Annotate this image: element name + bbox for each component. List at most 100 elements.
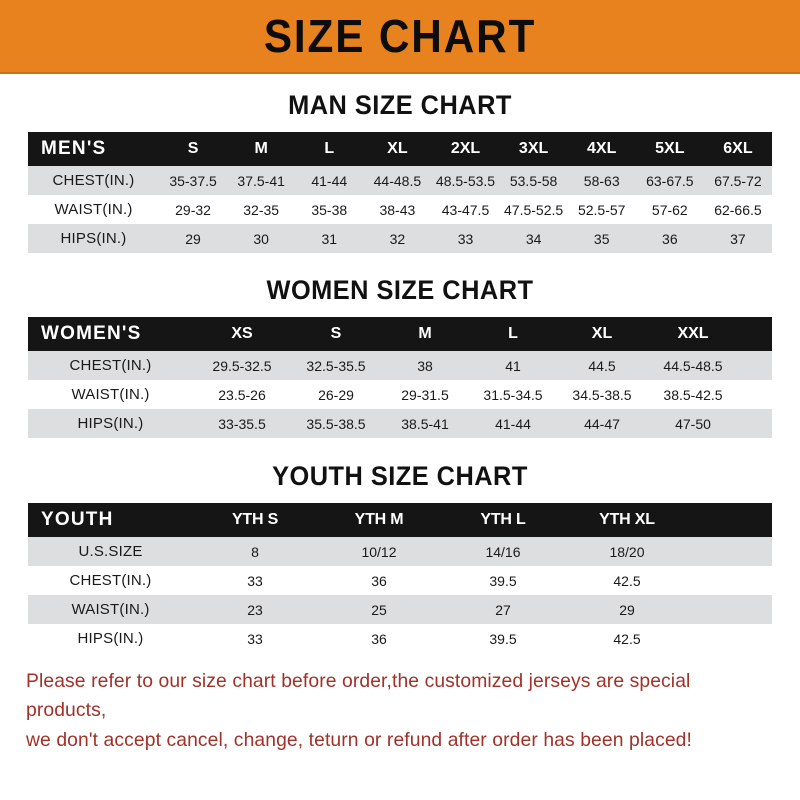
women-row-2-label: HIPS(IN.) [77, 415, 144, 432]
women-cell-0-2: 38 [417, 357, 433, 374]
men-cell-1-7: 57-62 [651, 201, 688, 218]
men-size-col-0: S [187, 140, 199, 157]
youth-cell-2-1: 25 [371, 601, 387, 618]
women-header-label: WOMEN'S [41, 323, 142, 344]
men-cell-0-0: 35-37.5 [169, 172, 217, 189]
women-cell-1-5: 38.5-42.5 [663, 386, 723, 403]
men-cell-2-2: 31 [321, 230, 338, 247]
men-cell-1-2: 35-38 [311, 201, 348, 218]
men-size-col-7: 5XL [655, 140, 685, 157]
men-cell-2-6: 35 [593, 230, 610, 247]
men-row-1-label: WAIST(IN.) [54, 201, 133, 218]
table-row: CHEST(IN.) 29.5-32.5 32.5-35.5 38 41 44.… [28, 351, 772, 380]
women-size-col-5: XXL [677, 325, 709, 342]
youth-size-col-0: YTH S [231, 511, 279, 528]
women-cell-1-3: 31.5-34.5 [483, 386, 543, 403]
youth-section-title: YOUTH SIZE CHART [272, 461, 528, 491]
youth-cell-1-3: 42.5 [613, 572, 641, 589]
youth-row-0-spacer [689, 537, 772, 566]
youth-row-3-spacer [689, 624, 772, 653]
page-title: SIZE CHART [263, 10, 537, 62]
women-cell-2-1: 35.5-38.5 [306, 415, 366, 432]
women-cell-0-1: 32.5-35.5 [306, 357, 366, 374]
youth-header-spacer [689, 503, 772, 537]
table-row: HIPS(IN.) 33 36 39.5 42.5 [28, 624, 772, 653]
women-header-row: WOMEN'S XS S M L XL XXL [28, 317, 772, 351]
men-cell-1-5: 47.5-52.5 [504, 201, 564, 218]
youth-cell-0-2: 14/16 [485, 543, 521, 560]
table-row: CHEST(IN.) 33 36 39.5 42.5 [28, 566, 772, 595]
men-size-col-4: 2XL [450, 140, 481, 157]
table-row: WAIST(IN.) 23 25 27 29 [28, 595, 772, 624]
women-cell-1-0: 23.5-26 [218, 386, 266, 403]
table-row: CHEST(IN.) 35-37.5 37.5-41 41-44 44-48.5… [28, 166, 772, 195]
women-cell-2-3: 41-44 [495, 415, 531, 432]
youth-cell-2-3: 29 [619, 601, 635, 618]
men-cell-1-6: 52.5-57 [577, 201, 626, 218]
youth-cell-0-3: 18/20 [609, 543, 645, 560]
youth-cell-1-1: 36 [371, 572, 387, 589]
youth-cell-2-2: 27 [495, 601, 511, 618]
men-cell-2-5: 34 [525, 230, 542, 247]
women-size-col-4: XL [591, 325, 613, 342]
women-cell-0-3: 41 [505, 357, 521, 374]
men-size-col-8: 6XL [723, 140, 753, 157]
men-cell-1-1: 32-35 [243, 201, 280, 218]
youth-row-0-label: U.S.SIZE [78, 543, 143, 560]
youth-row-2-spacer [689, 595, 772, 624]
men-header-row: MEN'S S M L XL 2XL 3XL 4XL 5XL 6XL [28, 132, 772, 166]
page-banner: SIZE CHART [0, 0, 800, 74]
men-cell-1-8: 62-66.5 [714, 201, 762, 218]
youth-row-1-label: CHEST(IN.) [69, 572, 152, 589]
men-cell-2-8: 37 [730, 230, 746, 247]
women-cell-1-1: 26-29 [318, 386, 354, 403]
youth-row-3-label: HIPS(IN.) [77, 630, 144, 647]
men-cell-0-6: 58-63 [583, 172, 620, 189]
youth-size-col-3: YTH XL [599, 511, 655, 528]
women-size-col-2: M [418, 325, 432, 342]
men-cell-0-5: 53.5-58 [509, 172, 558, 189]
youth-cell-3-3: 42.5 [613, 630, 641, 647]
youth-cell-3-0: 33 [247, 630, 263, 647]
men-cell-0-2: 41-44 [311, 172, 348, 189]
youth-cell-3-2: 39.5 [489, 630, 517, 647]
men-cell-0-4: 48.5-53.5 [435, 172, 496, 189]
women-size-col-1: S [330, 325, 342, 342]
men-cell-2-4: 33 [457, 230, 474, 247]
women-row-1-label: WAIST(IN.) [71, 386, 150, 403]
men-cell-0-1: 37.5-41 [237, 172, 285, 189]
men-section-title: MAN SIZE CHART [288, 90, 512, 120]
footer-line-1: Please refer to our size chart before or… [26, 670, 691, 722]
men-size-col-6: 4XL [587, 140, 617, 157]
women-size-col-0: XS [231, 325, 253, 342]
women-cell-2-5: 47-50 [675, 415, 711, 432]
table-row: HIPS(IN.) 33-35.5 35.5-38.5 38.5-41 41-4… [28, 409, 772, 438]
women-row-0-spacer [739, 351, 772, 380]
men-cell-2-3: 32 [389, 230, 406, 247]
youth-cell-0-1: 10/12 [361, 543, 397, 560]
women-cell-2-0: 33-35.5 [218, 415, 266, 432]
table-row: WAIST(IN.) 29-32 32-35 35-38 38-43 43-47… [28, 195, 772, 224]
youth-size-col-1: YTH M [354, 511, 404, 528]
women-cell-1-2: 29-31.5 [401, 386, 449, 403]
youth-cell-2-0: 23 [247, 601, 263, 618]
youth-cell-1-2: 39.5 [489, 572, 517, 589]
women-section-title: WOMEN SIZE CHART [266, 275, 534, 305]
youth-cell-0-0: 8 [251, 543, 259, 560]
women-cell-1-4: 34.5-38.5 [572, 386, 632, 403]
youth-size-col-2: YTH L [480, 511, 526, 528]
men-size-col-3: XL [387, 140, 408, 157]
men-size-table: MEN'S S M L XL 2XL 3XL 4XL 5XL 6XL CHEST… [28, 132, 772, 253]
women-size-table: WOMEN'S XS S M L XL XXL CHEST(IN.) 29.5-… [28, 317, 772, 438]
youth-row-2-label: WAIST(IN.) [71, 601, 150, 618]
women-row-2-spacer [739, 409, 772, 438]
women-cell-0-0: 29.5-32.5 [212, 357, 272, 374]
youth-header-row: YOUTH YTH S YTH M YTH L YTH XL [28, 503, 772, 537]
women-cell-0-5: 44.5-48.5 [663, 357, 723, 374]
women-cell-2-2: 38.5-41 [401, 415, 449, 432]
men-cell-2-1: 30 [253, 230, 269, 247]
women-cell-2-4: 44-47 [584, 415, 620, 432]
footer-note: Please refer to our size chart before or… [0, 667, 800, 755]
men-header-label: MEN'S [41, 138, 107, 159]
